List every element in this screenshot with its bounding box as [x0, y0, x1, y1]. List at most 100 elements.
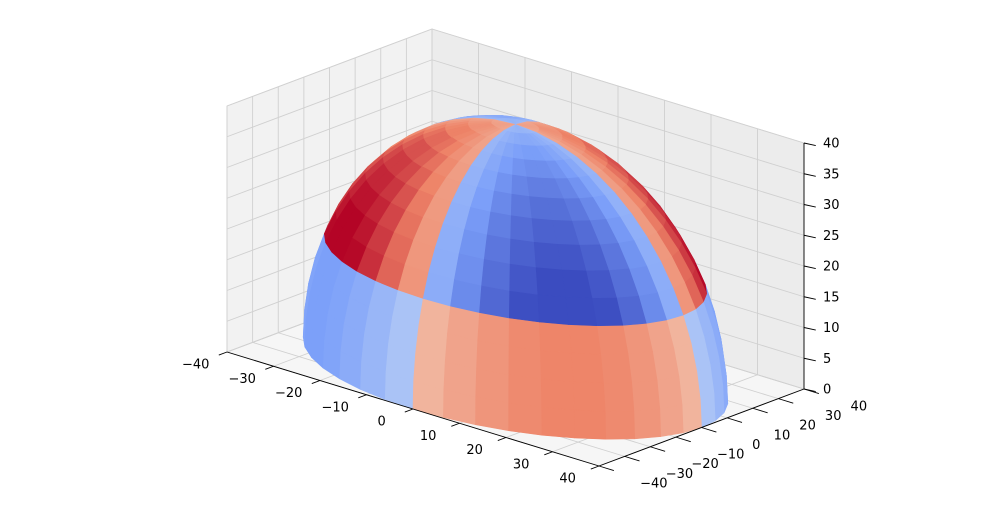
surface-patch	[540, 378, 575, 411]
z-tick-label: 0	[823, 383, 831, 398]
x-tick-mark	[358, 394, 367, 399]
surface-patch	[508, 290, 540, 323]
grid-line-z-leftwall	[226, 120, 433, 199]
z-tick-label: 30	[823, 198, 840, 213]
surface-patch	[510, 215, 535, 243]
surface-patch	[568, 324, 602, 355]
z-tick-label: 25	[823, 229, 840, 244]
x-tick-mark	[311, 380, 321, 385]
x-tick-label: −40	[182, 358, 209, 373]
grid-line-z-backwall	[431, 90, 805, 205]
surface-patch	[603, 381, 635, 412]
x-tick-label: 0	[378, 415, 386, 430]
surface-patch	[627, 351, 658, 383]
surface-patch	[631, 379, 661, 412]
z-tick-label: 40	[823, 137, 840, 152]
x-tick-label: 10	[420, 429, 437, 444]
surface-patch	[486, 211, 512, 240]
z-tick-mark	[803, 173, 816, 177]
surface-patch	[481, 259, 511, 291]
y-tick-mark	[624, 455, 640, 462]
grid-line-z-leftwall	[226, 90, 433, 168]
surface-patch	[604, 410, 636, 440]
hemisphere-surface	[302, 115, 729, 440]
surface-patch	[508, 345, 542, 380]
x-tick-label: 30	[513, 457, 530, 472]
surface-patch	[533, 242, 563, 271]
surface-patch	[509, 238, 537, 269]
z-tick-mark	[803, 327, 816, 331]
y-tick-mark	[675, 436, 691, 443]
surface-patch	[510, 193, 533, 219]
surface-patch	[565, 296, 598, 327]
surface-patch	[573, 409, 607, 440]
surface-patch	[490, 190, 513, 216]
y-tick-mark	[701, 427, 717, 433]
grid-line-z-backwall	[431, 28, 805, 144]
y-tick-mark	[726, 417, 743, 423]
z-tick-mark	[803, 388, 816, 392]
surface-patch	[633, 408, 662, 440]
x-tick-label: 40	[559, 472, 576, 487]
z-tick-label: 5	[823, 352, 831, 367]
surface-patch	[537, 294, 570, 325]
surface-patch	[509, 263, 539, 295]
surface-patch	[535, 267, 566, 298]
surface-patch	[477, 312, 510, 347]
y-tick-label: 0	[752, 438, 760, 453]
surface-patch	[538, 321, 572, 354]
surface-patch	[572, 381, 606, 412]
surface-patch	[479, 285, 511, 319]
x-tick-mark	[404, 408, 414, 413]
grid-line-z-backwall	[431, 59, 805, 175]
z-tick-label: 15	[823, 290, 840, 305]
x-tick-label: −30	[228, 372, 255, 387]
y-tick-mark	[752, 407, 768, 414]
z-tick-label: 10	[823, 321, 840, 336]
y-tick-label: 20	[799, 419, 816, 434]
x-tick-mark	[451, 422, 460, 427]
x-tick-label: 20	[466, 443, 483, 458]
y-tick-label: −20	[691, 457, 718, 472]
z-tick-mark	[803, 357, 816, 362]
y-tick-label: −30	[666, 467, 693, 482]
y-tick-label: 10	[774, 428, 791, 443]
y-tick-label: −40	[640, 476, 667, 491]
z-tick-mark	[803, 296, 816, 300]
surface-patch	[681, 399, 702, 434]
surface-patch	[678, 370, 701, 406]
surface-patch	[541, 406, 575, 439]
z-tick-label: 20	[823, 260, 840, 275]
y-tick-label: 30	[825, 409, 842, 424]
surface-patch	[600, 353, 633, 384]
surface-patch	[511, 174, 530, 197]
x-tick-mark	[497, 437, 507, 442]
surface-patch	[656, 376, 683, 409]
z-tick-mark	[803, 265, 816, 269]
y-tick-mark	[650, 446, 666, 452]
x-tick-mark	[265, 365, 274, 370]
grid-line-z-leftwall	[226, 59, 433, 138]
y-tick-mark	[598, 465, 615, 471]
z-tick-mark	[803, 204, 816, 208]
z-tick-mark	[803, 142, 816, 146]
tick-marks	[218, 142, 820, 471]
z-tick-label: 35	[823, 167, 840, 182]
x-tick-mark	[218, 351, 228, 356]
surface-patch	[508, 374, 543, 408]
surface-patch	[483, 234, 511, 265]
x-tick-label: −20	[275, 386, 302, 401]
x-tick-mark	[590, 465, 600, 470]
x-tick-mark	[544, 451, 553, 456]
y-tick-label: 40	[851, 399, 868, 414]
surface-patch	[508, 317, 541, 351]
x-tick-label: −10	[321, 400, 348, 415]
y-tick-mark	[778, 398, 794, 404]
grid-line-z-leftwall	[226, 28, 433, 107]
surface-patch	[540, 349, 574, 382]
y-tick-label: −10	[717, 448, 744, 463]
surface-patch	[596, 324, 629, 355]
